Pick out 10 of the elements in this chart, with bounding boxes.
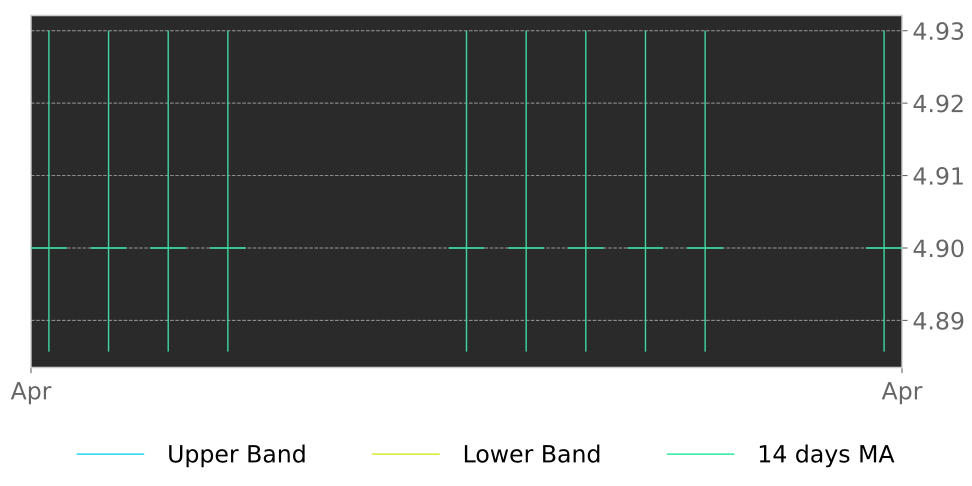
y-tick-label: 4.93 [914,22,964,40]
legend-label: 14 days MA [760,444,894,468]
y-tick-label: 4.89 [914,312,964,330]
y-tick-label: 4.92 [914,94,963,112]
legend-label: Lower Band [464,444,600,463]
y-tick-label: 4.91 [914,167,963,185]
y-tick-label: 4.90 [914,239,964,258]
legend-label: Upper Band [169,444,305,468]
x-tick-label: Apr [10,382,52,404]
x-tick-label: Apr [882,382,922,404]
